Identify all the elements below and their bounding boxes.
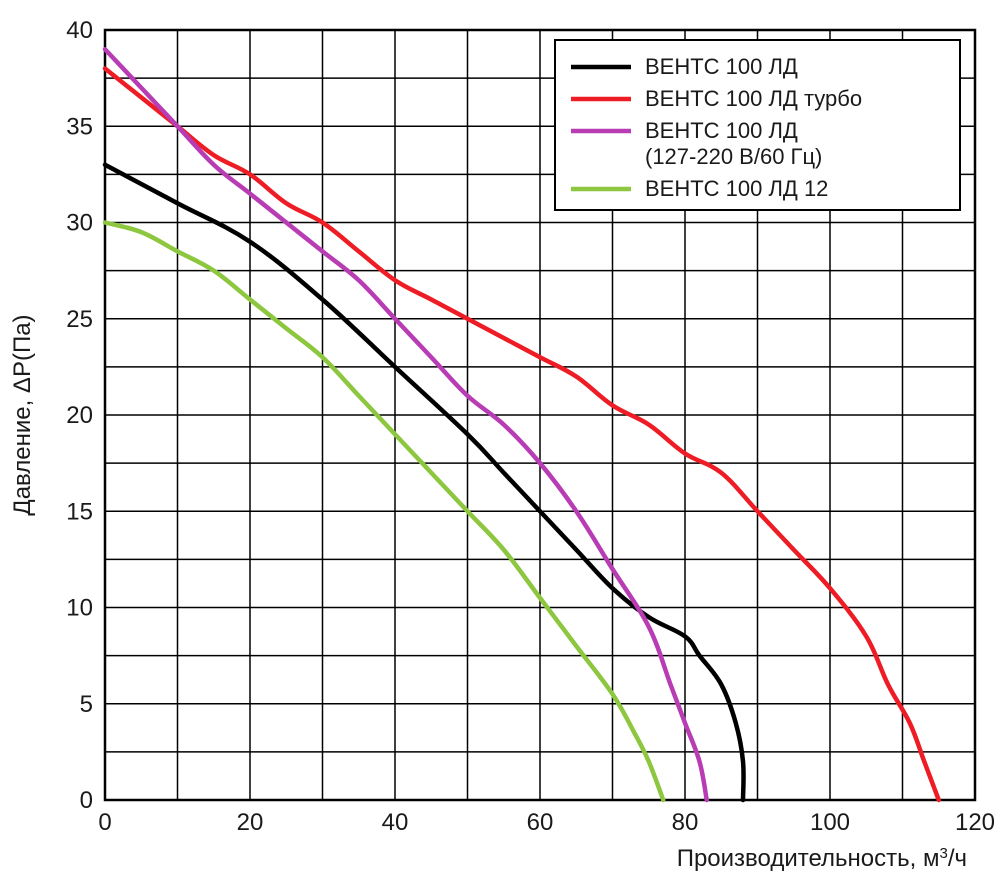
y-axis-label: Давление, ΔP(Па) — [9, 314, 36, 515]
x-tick-label: 60 — [527, 809, 554, 836]
y-tick-label: 0 — [80, 787, 93, 814]
x-tick-label: 20 — [237, 809, 264, 836]
y-tick-label: 40 — [66, 17, 93, 44]
y-tick-label: 10 — [66, 595, 93, 622]
legend-label: (127-220 В/60 Гц) — [645, 144, 822, 169]
legend-label: ВЕНТС 100 ЛД — [645, 118, 798, 143]
y-tick-label: 30 — [66, 210, 93, 237]
legend-label: ВЕНТС 100 ЛД 12 — [645, 176, 828, 201]
x-tick-label: 120 — [955, 809, 995, 836]
x-axis-label: Производительность, м3/ч — [677, 845, 967, 873]
x-tick-label: 40 — [382, 809, 409, 836]
legend-label: ВЕНТС 100 ЛД — [645, 54, 798, 79]
y-tick-label: 25 — [66, 306, 93, 333]
x-tick-label: 100 — [810, 809, 850, 836]
performance-chart: 0 20 40 60 80 100 120 0 5 10 15 20 25 30 35 40 Производи… — [0, 0, 1000, 878]
y-tick-label: 20 — [66, 402, 93, 429]
y-tick-label: 15 — [66, 498, 93, 525]
legend-label: ВЕНТС 100 ЛД турбо — [645, 86, 862, 111]
y-tick-label: 5 — [80, 691, 93, 718]
x-tick-label: 0 — [98, 809, 111, 836]
y-tick-label: 35 — [66, 113, 93, 140]
x-tick-label: 80 — [672, 809, 699, 836]
chart-svg: 0 20 40 60 80 100 120 0 5 10 15 20 25 30 35 40 Производи… — [0, 0, 1000, 878]
